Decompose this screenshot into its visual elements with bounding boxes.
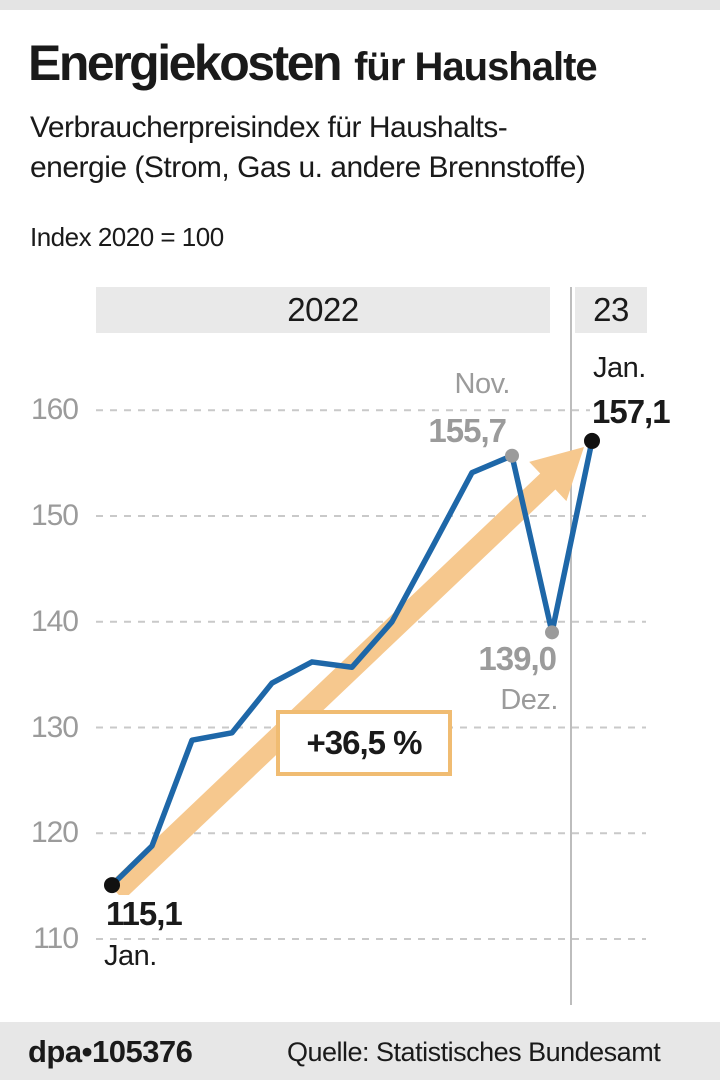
dpa-credit: dpa•105376 bbox=[28, 1034, 193, 1069]
subtitle-line-1: Verbraucherpreisindex für Haushalts- bbox=[30, 111, 508, 144]
increase-arrow bbox=[108, 447, 585, 900]
data-point-dot bbox=[505, 448, 519, 463]
data-point-dot bbox=[584, 432, 600, 449]
increase-percent-box: +36,5 % bbox=[276, 710, 452, 776]
index-base-note: Index 2020 = 100 bbox=[30, 222, 224, 252]
page-title: Energiekosten für Haushalte bbox=[28, 34, 598, 92]
year-band-2022: 2022 bbox=[96, 287, 550, 333]
annotation-dez-month: Dez. bbox=[500, 684, 558, 716]
ytick-150: 150 bbox=[30, 499, 79, 532]
ytick-120: 120 bbox=[30, 816, 79, 849]
source-credit: Quelle: Statistisches Bundesamt bbox=[287, 1037, 661, 1067]
annotation-jan23-value: 157,1 bbox=[590, 393, 672, 431]
ytick-160: 160 bbox=[30, 393, 79, 426]
title-main: Energiekosten bbox=[28, 35, 343, 91]
ytick-130: 130 bbox=[30, 711, 79, 744]
annotation-nov-month: Nov. bbox=[454, 368, 511, 400]
ytick-110: 110 bbox=[33, 922, 79, 955]
annotation-jan23-month: Jan. bbox=[593, 352, 646, 384]
annotation-jan22-month: Jan. bbox=[104, 940, 157, 972]
year-band-2023: 23 bbox=[575, 287, 647, 333]
footer-bar: dpa•105376 Quelle: Statistisches Bundesa… bbox=[0, 1022, 720, 1080]
data-point-dot bbox=[545, 625, 559, 640]
title-suffix: für Haushalte bbox=[354, 45, 598, 89]
chart-subtitle: Verbraucherpreisindex für Haushalts- ene… bbox=[30, 108, 706, 188]
data-point-dots bbox=[104, 432, 600, 894]
annotation-jan22-value: 115,1 bbox=[104, 895, 184, 933]
annotation-nov-value: 155,7 bbox=[426, 412, 508, 450]
ytick-140: 140 bbox=[30, 605, 79, 638]
subtitle-line-2: energie (Strom, Gas u. andere Brennstoff… bbox=[30, 151, 586, 184]
annotation-dez-value: 139,0 bbox=[476, 640, 558, 678]
top-divider-strip bbox=[0, 0, 720, 10]
data-point-dot bbox=[104, 877, 120, 894]
